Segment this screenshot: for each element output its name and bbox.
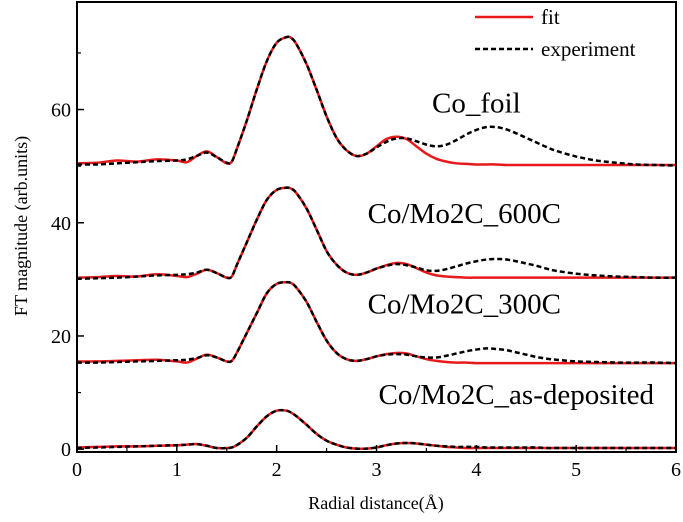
annotation-co-foil: Co_foil bbox=[432, 87, 521, 119]
series-annotations: Co_foil Co/Mo2C_600C Co/Mo2C_300C Co/Mo2C_a… bbox=[368, 87, 655, 411]
series-line-co-mo2c-as-deposited-fit bbox=[76, 408, 676, 450]
y-axis: 0 20 40 60 bbox=[51, 52, 84, 461]
series-line-co-foil-experiment bbox=[76, 35, 677, 167]
y-tick-label: 20 bbox=[51, 326, 71, 348]
legend: fit experiment bbox=[475, 5, 636, 61]
series-line-co-mo2c-300c-experiment bbox=[76, 280, 677, 365]
y-axis-title: FT magnitude (arb.units) bbox=[11, 136, 32, 316]
x-tick-label: 3 bbox=[372, 459, 382, 481]
x-axis: 0 1 2 3 4 5 6 bbox=[72, 445, 681, 481]
x-tick-label: 5 bbox=[571, 459, 581, 481]
series-line-co-mo2c-as-deposited-experiment bbox=[76, 408, 676, 450]
annotation-co-mo2c-600c: Co/Mo2C_600C bbox=[368, 198, 561, 230]
series-line-co-mo2c-600c-experiment bbox=[76, 186, 677, 281]
x-tick-label: 1 bbox=[172, 459, 182, 481]
x-tick-label: 6 bbox=[671, 459, 681, 481]
x-tick-label: 4 bbox=[471, 459, 481, 481]
legend-fit-label: fit bbox=[541, 5, 560, 29]
y-tick-label: 40 bbox=[51, 213, 71, 235]
annotation-co-mo2c-as-deposited: Co/Mo2C_as-deposited bbox=[379, 379, 655, 411]
x-tick-label: 2 bbox=[272, 459, 282, 481]
legend-experiment-label: experiment bbox=[541, 37, 636, 61]
series-layer bbox=[76, 35, 677, 450]
y-tick-label: 60 bbox=[51, 100, 71, 122]
x-axis-title: Radial distance(Å) bbox=[308, 493, 443, 514]
x-tick-label: 0 bbox=[72, 459, 82, 481]
y-tick-label: 0 bbox=[61, 439, 71, 461]
annotation-co-mo2c-300c: Co/Mo2C_300C bbox=[368, 288, 561, 320]
